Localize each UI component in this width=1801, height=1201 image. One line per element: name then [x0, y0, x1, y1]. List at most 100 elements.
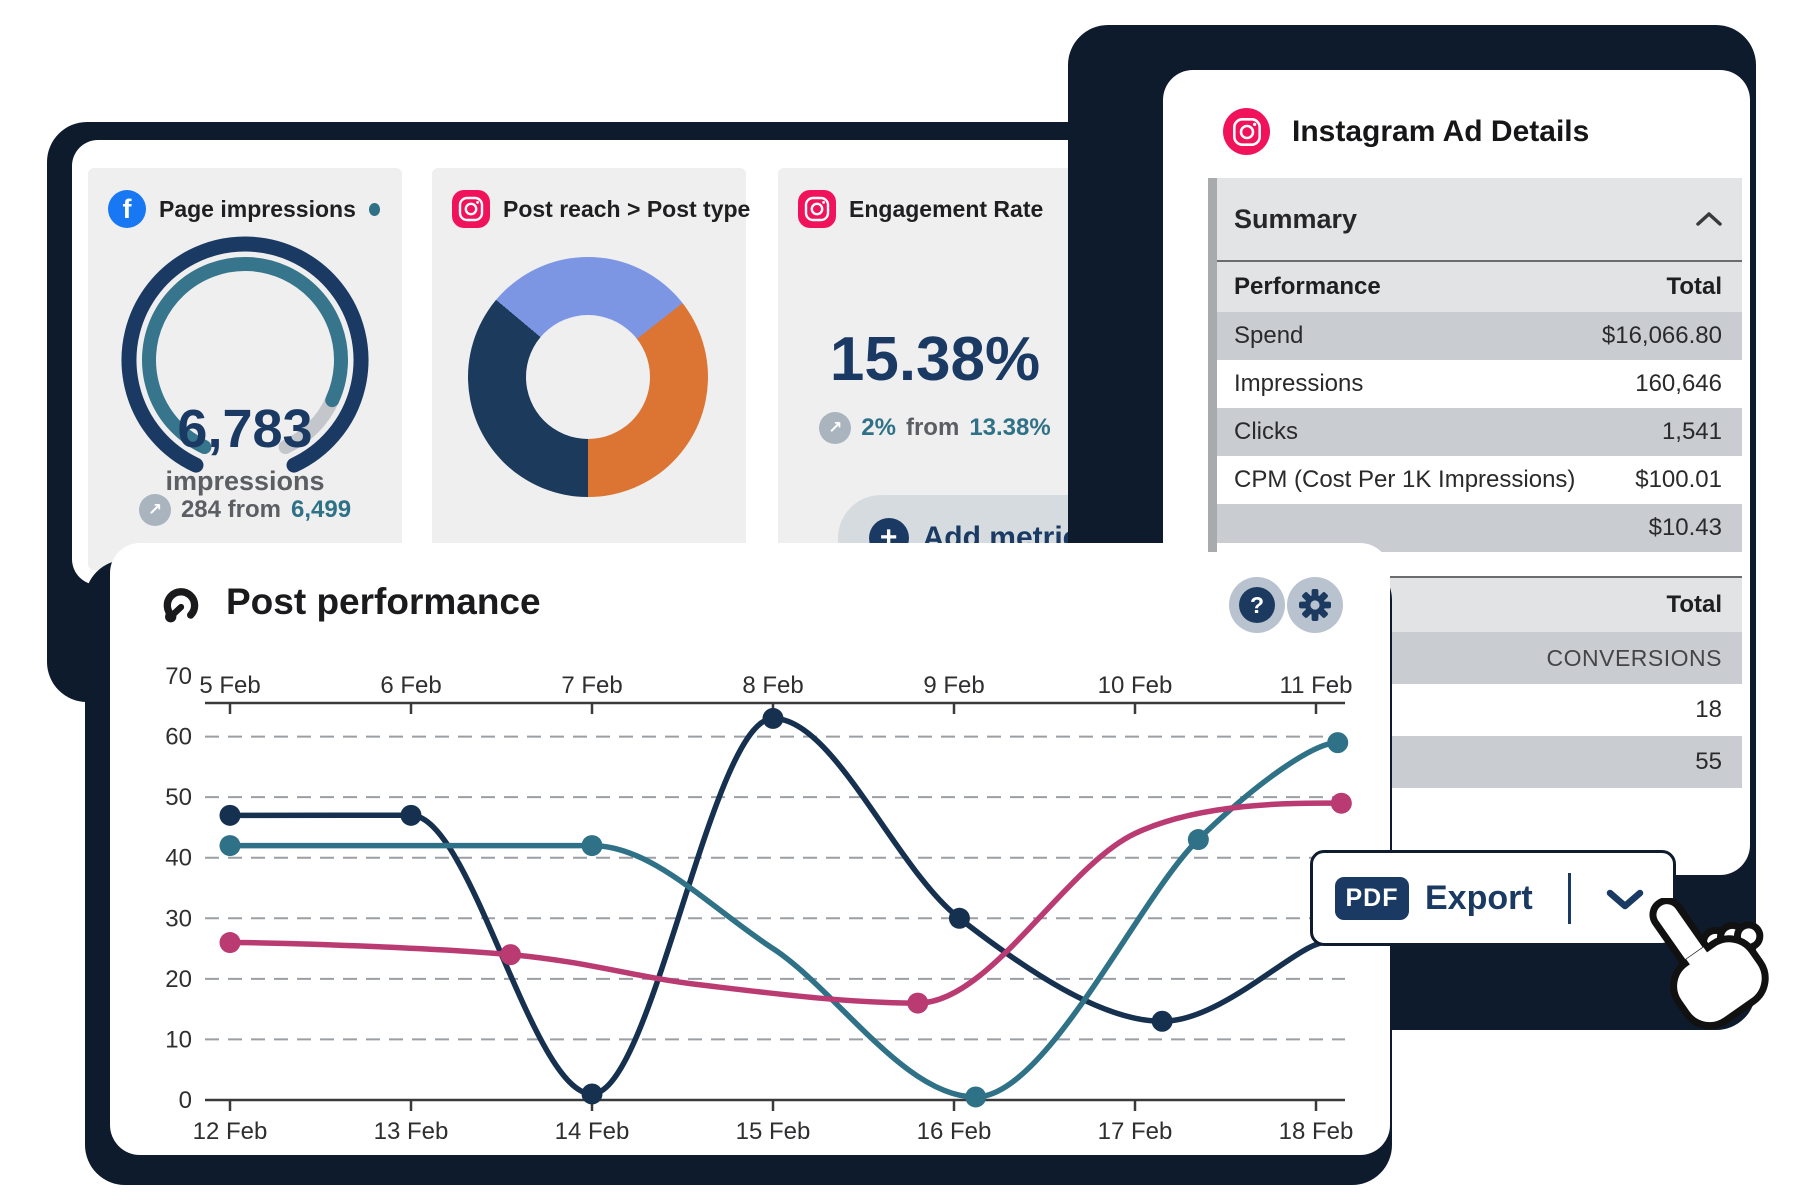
y-axis-label: 10 [165, 1026, 192, 1053]
teal-series [227, 739, 1341, 1100]
x-axis-label-top: 11 Feb [1280, 672, 1353, 699]
y-axis-label: 70 [165, 663, 192, 690]
pink-series [227, 800, 1345, 1006]
engagement-rate-value: 15.38% [829, 325, 1041, 394]
row-label: CPM (Cost Per 1K Impressions) [1234, 466, 1576, 493]
navy-series-point [1151, 1010, 1173, 1032]
y-axis-label: 20 [165, 966, 192, 993]
instagram-icon [798, 190, 836, 228]
row-value: 1,541 [1661, 418, 1722, 445]
navy-series-point [948, 907, 970, 929]
facebook-icon: f [108, 190, 146, 228]
performance-header-row: Performance Total [1208, 260, 1742, 312]
x-axis-label-bottom: 16 Feb [917, 1118, 992, 1145]
table-row: Impressions 160,646 [1208, 360, 1742, 408]
x-axis-label-bottom: 18 Feb [1279, 1118, 1354, 1145]
line-chart: 5 Feb 12 Feb 6 Feb 13 Feb 7 Feb 14 Feb 8 Feb 15… [165, 663, 1354, 1145]
teal-series-point [581, 835, 603, 857]
divider [1568, 873, 1571, 924]
impressions-gauge: 6,783 impressions [90, 220, 400, 496]
navy-series-point [581, 1083, 603, 1105]
delta-text: 284 from [180, 496, 281, 523]
table-row: Clicks 1,541 [1208, 408, 1742, 456]
table-accent-stripe [1208, 178, 1217, 552]
table-row: CPM (Cost Per 1K Impressions) $100.01 [1208, 456, 1742, 504]
x-axis-label-bottom: 13 Feb [374, 1118, 449, 1145]
delta-ref: 13.38% [969, 414, 1051, 441]
row-value: $16,066.80 [1601, 322, 1722, 349]
chevron-down-icon [1606, 889, 1644, 910]
x-axis-label-top: 7 Feb [561, 672, 622, 699]
y-axis-label: 0 [179, 1087, 192, 1114]
column-header: Total [1666, 591, 1722, 618]
x-axis-label-top: 10 Feb [1098, 672, 1173, 699]
chevron-up-icon [1696, 212, 1722, 226]
trend-up-icon: ↗ [819, 412, 852, 444]
gauge-icon [160, 585, 202, 632]
table-row: Spend $16,066.80 [1208, 312, 1742, 360]
trend-up-icon: ↗ [138, 494, 171, 526]
row-label: Impressions [1234, 370, 1364, 397]
teal-series-point [219, 835, 241, 857]
pink-series-point [219, 932, 241, 954]
delta-ref: 6,499 [290, 496, 352, 523]
y-axis-label: 50 [165, 784, 192, 811]
post-type-donut-chart [468, 257, 708, 497]
metrics-card: f Page impressions 6,783 impressions ↗ 2… [72, 140, 1140, 585]
legend-dot-icon [368, 202, 380, 216]
pdf-badge: PDF [1335, 877, 1409, 920]
pink-series-point [500, 944, 522, 966]
instagram-icon [452, 190, 490, 228]
row-label: Spend [1234, 322, 1304, 349]
x-axis-label-bottom: 17 Feb [1098, 1118, 1173, 1145]
y-axis-label: 60 [165, 724, 192, 751]
row-value: 18 [1695, 696, 1722, 723]
x-axis-label-bottom: 12 Feb [193, 1118, 268, 1145]
tile-title: Page impressions [159, 195, 356, 222]
x-axis-label-top: 6 Feb [380, 672, 441, 699]
column-header: Total [1666, 273, 1722, 300]
y-axis-label: 30 [165, 905, 192, 932]
x-axis-label-top: 5 Feb [199, 672, 260, 699]
teal-series-point [1187, 829, 1209, 851]
tile-title: Engagement Rate [849, 195, 1044, 222]
donut-hole [526, 315, 650, 439]
row-value: 160,646 [1635, 370, 1722, 397]
hand-cursor-icon [1649, 898, 1769, 1030]
navy-series-point [400, 804, 422, 826]
navy-series [227, 715, 1328, 1097]
gear-icon [1299, 589, 1331, 621]
post-reach-tile: Post reach > Post type [432, 168, 750, 570]
impressions-value: 6,783 [177, 399, 313, 459]
delta-mid: from [905, 414, 960, 441]
post-performance-panel: Post performance ? 5 Feb 12 Feb 6 Feb 13 Fe… [110, 543, 1390, 1155]
instagram-icon [1223, 108, 1270, 155]
y-axis-label: 40 [165, 845, 192, 872]
row-value: $10.43 [1648, 514, 1722, 541]
delta-value: 2% [861, 414, 896, 441]
x-axis-label-bottom: 14 Feb [555, 1118, 630, 1145]
summary-label: Summary [1234, 203, 1358, 234]
impressions-unit: impressions [165, 466, 325, 496]
settings-button[interactable] [1287, 577, 1343, 633]
export-card: PDF Export [1310, 850, 1676, 946]
teal-series-point [1327, 732, 1349, 754]
chart-title: Post performance [226, 581, 541, 622]
export-dropdown-toggle[interactable] [1605, 889, 1645, 916]
row-value: $100.01 [1635, 466, 1722, 493]
pink-series-point [907, 992, 929, 1014]
export-button[interactable]: Export [1425, 879, 1533, 917]
question-icon: ? [1239, 587, 1275, 623]
summary-section-header[interactable]: Summary [1208, 178, 1742, 260]
help-button[interactable]: ? [1229, 577, 1285, 633]
pink-series-point [1330, 792, 1352, 814]
column-header: Performance [1234, 273, 1381, 300]
row-value: CONVERSIONS [1546, 644, 1722, 671]
panel-title: Instagram Ad Details [1292, 114, 1590, 148]
page-impressions-tile: f Page impressions 6,783 impressions ↗ 2… [88, 168, 402, 570]
tile-title: Post reach > Post type [503, 195, 751, 222]
row-label: Clicks [1234, 418, 1298, 445]
navy-series-point [219, 804, 241, 826]
x-axis-label-top: 8 Feb [742, 672, 803, 699]
